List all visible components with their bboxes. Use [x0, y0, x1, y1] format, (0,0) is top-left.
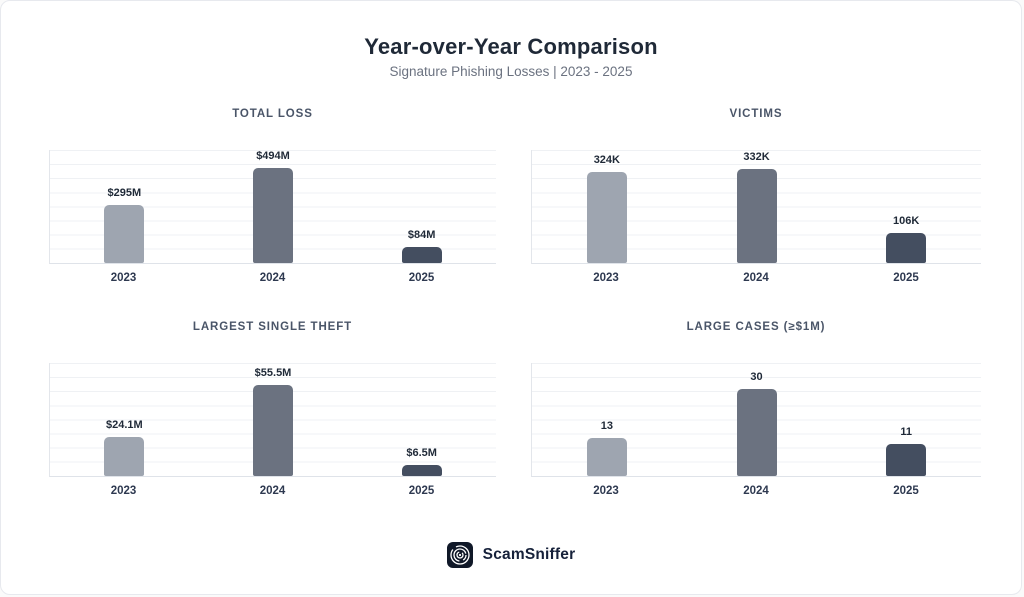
bar-2024: [736, 169, 777, 263]
value-label-2025: 106K: [893, 215, 920, 228]
chart-large-cases: LARGE CASES (≥$1M) 13 30 11 2023 2024 2025: [531, 321, 981, 497]
plot-area: $24.1M $55.5M $6.5M: [49, 363, 496, 477]
x-axis-labels: 2023 2024 2025: [49, 485, 496, 497]
bar-slot-2025: 11: [831, 363, 981, 476]
header: Year-over-Year Comparison Signature Phis…: [1, 1, 1021, 80]
bar-2023: [104, 436, 145, 476]
bars-container: 13 30 11: [532, 363, 981, 476]
bar-2024: [253, 168, 293, 263]
bar-2025: [886, 233, 927, 263]
x-axis-label-2025: 2025: [893, 485, 919, 497]
value-label-2023: $295M: [107, 187, 142, 199]
bar-slot-2023: $295M: [50, 150, 199, 263]
bars-container: $24.1M $55.5M $6.5M: [50, 363, 496, 476]
bar-slot-2025: 106K: [831, 150, 981, 263]
bar-2024: [736, 389, 777, 476]
value-label-2025: 11: [900, 426, 912, 439]
chart-title: LARGEST SINGLE THEFT: [192, 321, 353, 333]
value-label-2024: $494M: [256, 150, 290, 162]
value-label-2024: 332K: [743, 151, 770, 164]
bars-container: $295M $494M $84M: [50, 150, 496, 263]
value-label-2025: $84M: [407, 228, 436, 241]
footer-brand: ScamSniffer: [1, 542, 1021, 568]
page-title: Year-over-Year Comparison: [364, 34, 658, 59]
bar-slot-2023: 13: [532, 363, 682, 476]
x-axis-labels: 2023 2024 2025: [49, 272, 496, 284]
value-label-2023: 13: [600, 420, 613, 433]
bar-2025: [886, 444, 927, 476]
x-axis-labels: 2023 2024 2025: [531, 272, 981, 284]
value-label-2025: $6.5M: [406, 447, 437, 460]
x-axis-label-2023: 2023: [593, 272, 619, 284]
bar-2023: [104, 205, 145, 263]
x-axis-label-2024: 2024: [743, 485, 769, 497]
bar-2025: [401, 246, 442, 263]
bar-slot-2024: $494M: [199, 150, 348, 263]
value-label-2023: 324K: [593, 153, 620, 166]
bar-slot-2024: 332K: [682, 150, 832, 263]
x-axis-labels: 2023 2024 2025: [531, 485, 981, 497]
x-axis-label-2025: 2025: [408, 485, 435, 497]
bars-container: 324K 332K 106K: [532, 150, 981, 263]
value-label-2024: 30: [750, 371, 763, 384]
chart-victims: VICTIMS 324K 332K 106K 2023 2024 2025: [531, 108, 981, 284]
x-axis-label-2023: 2023: [110, 272, 137, 284]
x-axis-label-2023: 2023: [593, 485, 619, 497]
brand-name: ScamSniffer: [482, 546, 576, 563]
plot-area: 324K 332K 106K: [531, 150, 981, 264]
value-label-2023: $24.1M: [105, 418, 143, 431]
chart-total-loss: TOTAL LOSS $295M $494M $84M 2023 2024 2025: [49, 108, 496, 284]
chart-title: LARGE CASES (≥$1M): [686, 321, 826, 333]
x-axis-label-2023: 2023: [110, 485, 137, 497]
x-axis-label-2024: 2024: [743, 272, 769, 284]
x-axis-label-2025: 2025: [408, 272, 435, 284]
bar-slot-2025: $84M: [347, 150, 496, 263]
bar-2023: [586, 171, 627, 263]
bar-slot-2025: $6.5M: [347, 363, 496, 476]
bar-2023: [586, 438, 627, 476]
x-axis-label-2024: 2024: [259, 485, 286, 497]
scamsniffer-logo-icon: [446, 542, 473, 568]
bar-slot-2023: 324K: [532, 150, 682, 263]
plot-area: 13 30 11: [531, 363, 981, 477]
bar-slot-2024: 30: [682, 363, 832, 476]
x-axis-label-2024: 2024: [259, 272, 286, 284]
bar-2024: [253, 385, 293, 476]
bar-2025: [401, 465, 442, 476]
value-label-2024: $55.5M: [254, 367, 292, 380]
chart-title: VICTIMS: [729, 108, 783, 120]
x-axis-label-2025: 2025: [893, 272, 919, 284]
chart-largest-single-theft: LARGEST SINGLE THEFT $24.1M $55.5M $6.5M 2…: [49, 321, 496, 497]
page-subtitle: Signature Phishing Losses | 2023 - 2025: [389, 64, 633, 79]
bar-slot-2024: $55.5M: [199, 363, 348, 476]
bar-slot-2023: $24.1M: [50, 363, 199, 476]
plot-area: $295M $494M $84M: [49, 150, 496, 264]
chart-title: TOTAL LOSS: [232, 108, 313, 120]
